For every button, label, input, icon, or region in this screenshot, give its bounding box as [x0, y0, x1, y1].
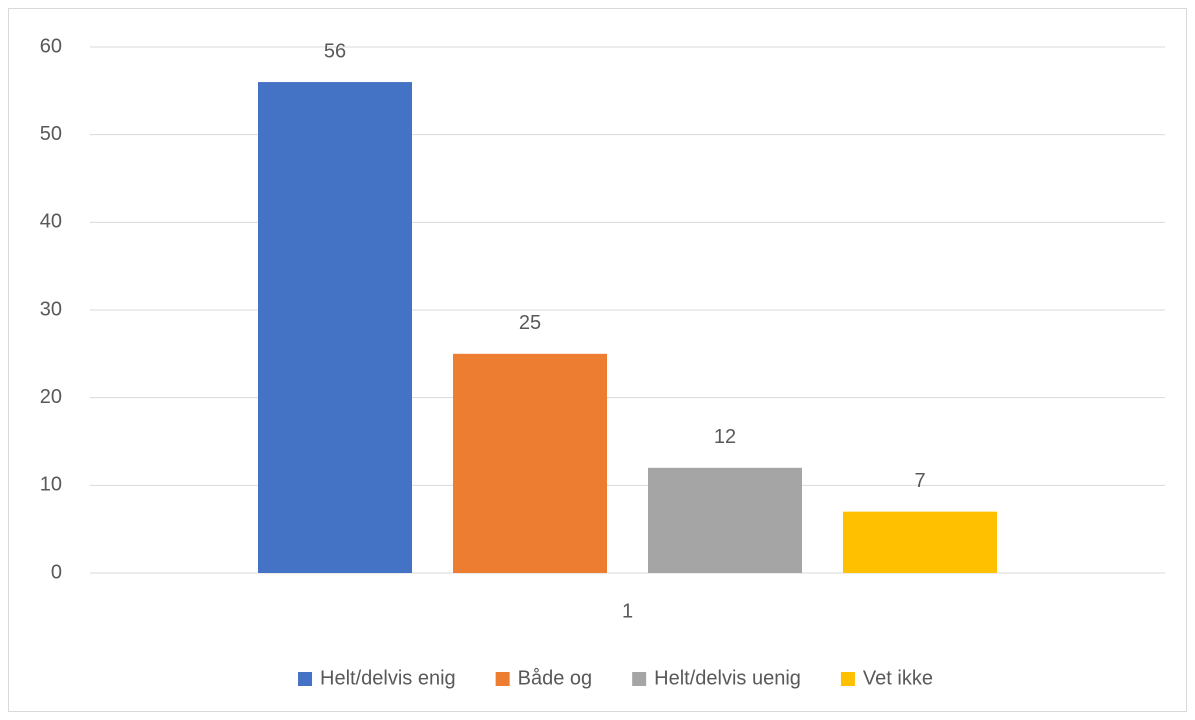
y-tick-label: 30 [40, 298, 62, 320]
legend-swatch [632, 672, 647, 686]
bar [453, 353, 607, 573]
data-label: 25 [519, 312, 541, 334]
y-tick-label: 20 [40, 386, 62, 408]
bar [843, 511, 997, 573]
x-tick-label: 1 [622, 600, 633, 622]
y-tick-label: 60 [40, 35, 62, 57]
data-label: 56 [324, 40, 346, 62]
legend-swatch [495, 672, 510, 686]
bar [258, 82, 412, 574]
legend-label: Vet ikke [863, 667, 933, 689]
legend-label: Helt/delvis enig [320, 667, 456, 689]
legend-label: Både og [518, 667, 593, 689]
data-label: 12 [714, 426, 736, 448]
data-label: 7 [914, 470, 925, 492]
y-tick-label: 0 [51, 561, 62, 583]
y-tick-label: 40 [40, 211, 62, 233]
legend-swatch [298, 672, 313, 686]
bar [648, 467, 802, 573]
y-tick-label: 50 [40, 123, 62, 145]
legend-label: Helt/delvis uenig [654, 667, 801, 689]
legend-swatch [840, 672, 855, 686]
y-tick-label: 10 [40, 474, 62, 496]
